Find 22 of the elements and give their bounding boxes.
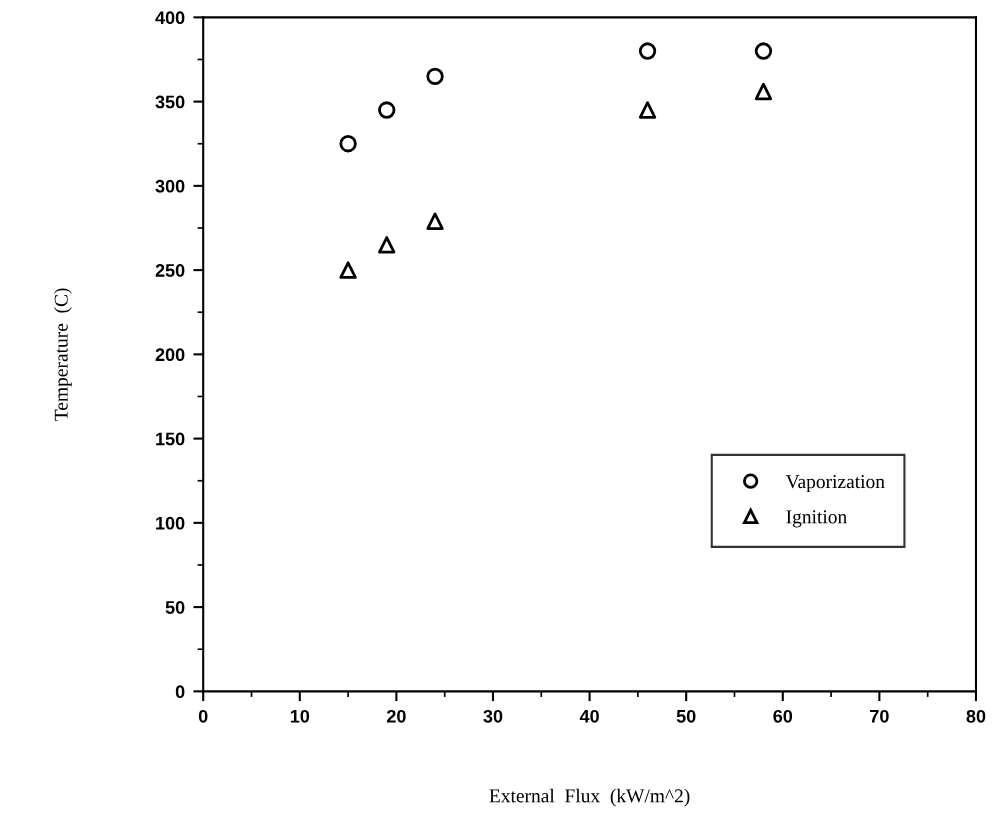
y-tick-label: 200: [155, 348, 185, 362]
x-tick-label: 80: [966, 709, 986, 723]
x-tick-label: 40: [579, 709, 599, 723]
x-axis-title: External Flux (kW/m^2): [489, 788, 690, 807]
x-tick-label: 20: [386, 709, 406, 723]
x-tick-label: 70: [870, 709, 889, 723]
x-tick-label: 0: [198, 709, 208, 723]
legend-label: Vaporization: [785, 475, 885, 493]
y-tick-label: 150: [156, 432, 185, 446]
x-tick-label: 60: [773, 709, 793, 723]
y-tick-label: 350: [155, 95, 185, 109]
x-tick-label: 50: [676, 709, 696, 723]
y-axis-title: Temperature (C): [54, 288, 72, 421]
y-tick-label: 0: [175, 685, 185, 699]
x-tick-label: 30: [483, 709, 503, 723]
y-tick-label: 400: [155, 11, 185, 25]
y-tick-label: 100: [156, 516, 185, 530]
y-tick-label: 250: [155, 264, 185, 277]
y-tick-label: 300: [155, 179, 185, 193]
x-tick-label: 10: [290, 709, 310, 723]
y-tick-label: 50: [165, 601, 185, 614]
legend-label: Ignition: [786, 510, 847, 528]
